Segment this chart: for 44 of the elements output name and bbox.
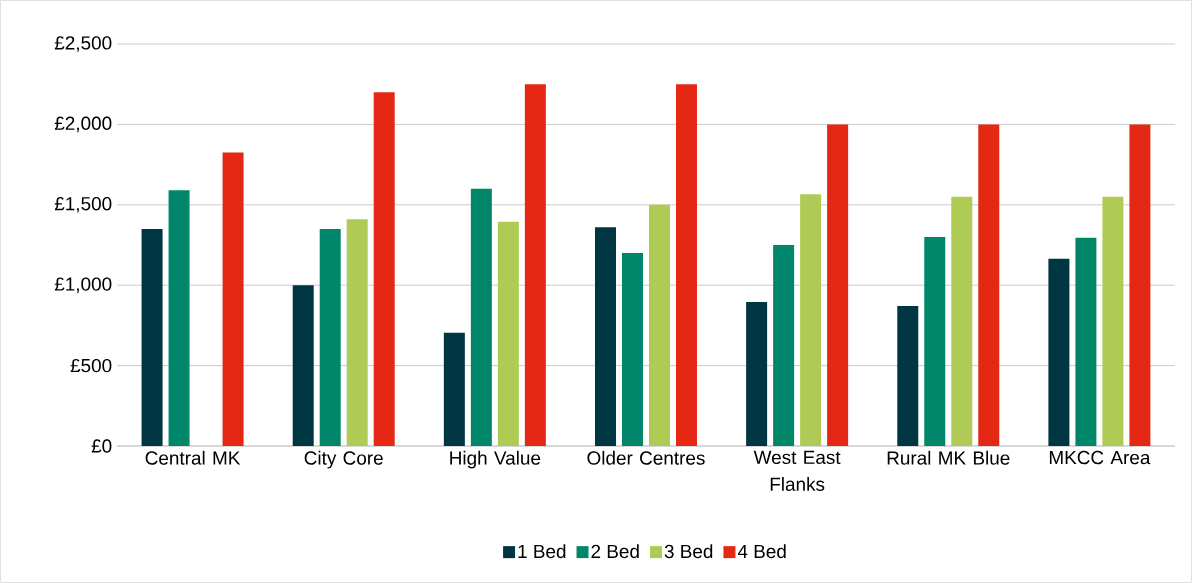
bar — [292, 285, 314, 446]
y-tick-label: £2,000 — [54, 116, 112, 133]
bar — [746, 302, 768, 446]
bar — [648, 204, 670, 446]
bar — [1048, 258, 1070, 446]
bar — [978, 124, 1000, 446]
bar — [168, 190, 190, 446]
bar — [827, 124, 849, 446]
y-tick-label: £500 — [70, 358, 112, 373]
bar — [373, 92, 395, 446]
bar — [773, 245, 795, 446]
bar — [924, 236, 946, 446]
x-tick-label: Rural MK Blue — [887, 450, 1010, 465]
bar — [470, 188, 492, 446]
legend-label: 2 Bed — [591, 544, 639, 559]
bar — [897, 306, 919, 446]
y-tick-label: £0 — [91, 439, 112, 453]
x-tick-label: High Value — [450, 450, 541, 469]
bar — [222, 152, 244, 446]
bar — [1102, 196, 1124, 446]
x-tick-label: Central MK — [145, 450, 241, 465]
bar — [800, 194, 822, 446]
bar — [497, 221, 519, 446]
x-tick-label: MKCC Area — [1049, 450, 1151, 465]
y-tick-label: £1,500 — [54, 196, 112, 213]
bar — [621, 253, 643, 446]
bar — [443, 332, 465, 446]
x-tick-label: West East Flanks — [753, 450, 841, 491]
bar — [594, 227, 616, 446]
bar — [319, 228, 341, 446]
bar — [346, 219, 368, 446]
x-tick-label: City Core — [304, 450, 383, 469]
bar — [1075, 237, 1097, 446]
legend-label: 4 Bed — [737, 544, 786, 559]
y-tick-label: £2,500 — [54, 36, 112, 52]
bar — [524, 84, 546, 446]
bar — [951, 196, 973, 446]
x-tick-label: Older Centres — [587, 450, 705, 465]
bar — [675, 84, 697, 446]
bar — [1129, 124, 1151, 446]
legend-label: 1 Bed — [518, 544, 566, 559]
y-tick-label: £1,000 — [54, 277, 112, 294]
legend-label: 3 Bed — [664, 544, 713, 559]
bar — [141, 228, 163, 446]
